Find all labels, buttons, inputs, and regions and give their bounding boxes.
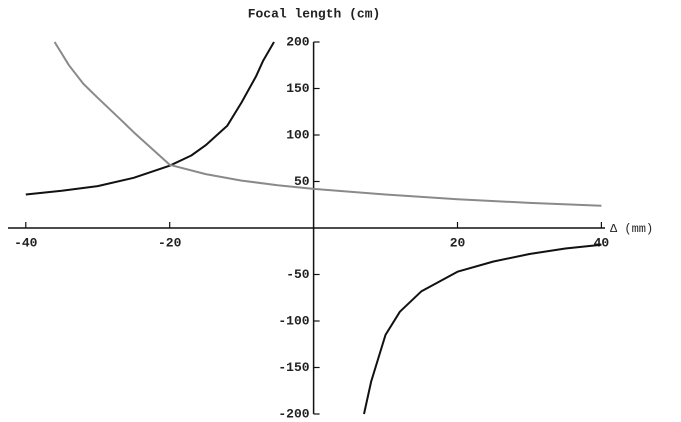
- x-tick-label: 40: [594, 235, 610, 250]
- chart-title: Focal length (cm): [248, 6, 381, 21]
- y-tick-label: 50: [294, 174, 310, 189]
- y-tick-label: -50: [286, 267, 310, 282]
- y-tick-label: 100: [286, 127, 310, 142]
- y-tick-label: -200: [278, 406, 309, 421]
- line-series: [25, 41, 602, 415]
- x-axis-label: Δ (mm): [610, 222, 653, 236]
- line-series: [53, 41, 602, 207]
- x-tick-label: 20: [450, 235, 466, 250]
- x-tick-label: -20: [158, 235, 182, 250]
- y-tick-label: -150: [278, 360, 309, 375]
- y-tick-label: -100: [278, 313, 309, 328]
- y-tick-label: 150: [286, 81, 310, 96]
- y-tick-label: 200: [286, 34, 310, 49]
- x-tick-label: -40: [14, 235, 38, 250]
